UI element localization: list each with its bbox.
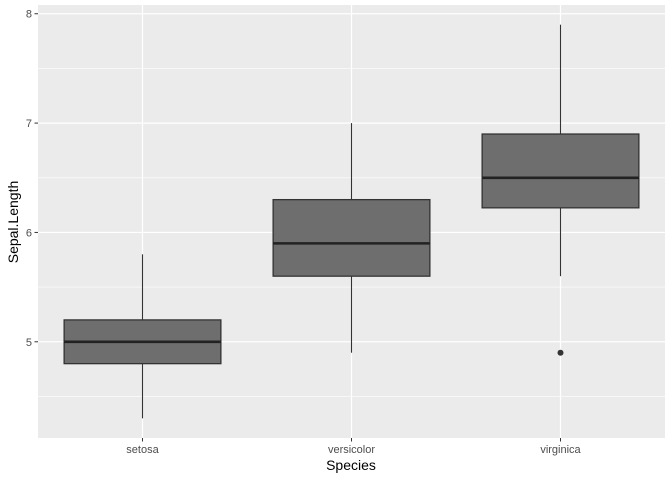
boxes xyxy=(63,24,640,419)
y-axis-title: Sepal.Length xyxy=(5,181,21,264)
y-tick-label: 7 xyxy=(26,118,32,130)
x-tick-label: versicolor xyxy=(328,444,375,456)
box-setosa xyxy=(63,254,222,419)
y-tick-label: 6 xyxy=(26,227,32,239)
box-iqr xyxy=(272,198,431,277)
x-tick-label: virginica xyxy=(540,444,581,456)
y-tick-label: 5 xyxy=(26,337,32,349)
y-tick-label: 8 xyxy=(26,9,32,21)
box-versicolor xyxy=(272,123,431,353)
outlier-point xyxy=(557,349,564,356)
axis-ticks: 5 6 7 8 setosa versicolor virginica xyxy=(26,9,582,456)
box-iqr xyxy=(481,133,640,209)
x-tick-label: setosa xyxy=(126,444,159,456)
box-virginica xyxy=(481,24,640,356)
x-axis-title: Species xyxy=(326,457,376,473)
